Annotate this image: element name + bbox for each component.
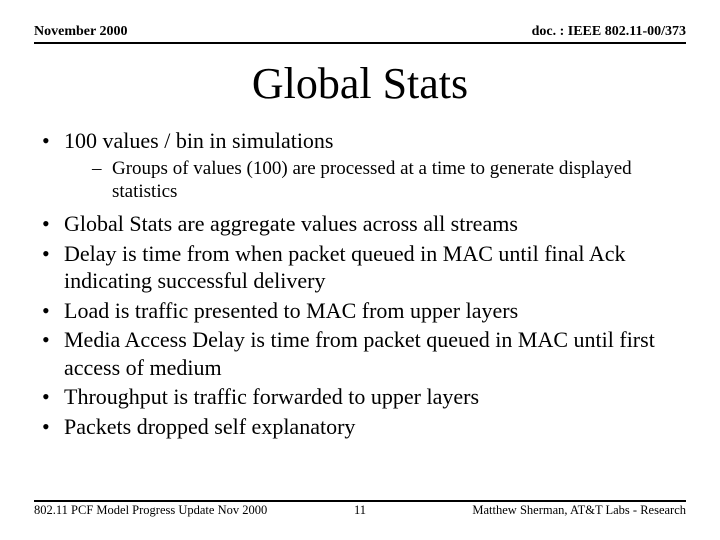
sub-bullet-item: Groups of values (100) are processed at … bbox=[92, 157, 686, 205]
bullet-text: Throughput is traffic forwarded to upper… bbox=[64, 384, 479, 409]
slide-footer: 802.11 PCF Model Progress Update Nov 200… bbox=[34, 500, 686, 518]
bullet-item: Media Access Delay is time from packet q… bbox=[34, 326, 686, 381]
bullet-text: Packets dropped self explanatory bbox=[64, 414, 355, 439]
slide-title: Global Stats bbox=[34, 58, 686, 109]
bullet-text: Global Stats are aggregate values across… bbox=[64, 211, 518, 236]
bullet-text: Load is traffic presented to MAC from up… bbox=[64, 298, 518, 323]
footer-left: 802.11 PCF Model Progress Update Nov 200… bbox=[34, 503, 267, 518]
bullet-text: Media Access Delay is time from packet q… bbox=[64, 327, 655, 380]
bullet-item: Delay is time from when packet queued in… bbox=[34, 240, 686, 295]
footer-author: Matthew Sherman, AT&T Labs - Research bbox=[472, 503, 686, 518]
bullet-item: Throughput is traffic forwarded to upper… bbox=[34, 383, 686, 411]
sub-bullet-text: Groups of values (100) are processed at … bbox=[112, 158, 632, 203]
bullet-text: 100 values / bin in simulations bbox=[64, 128, 334, 153]
header-doc-id: doc. : IEEE 802.11-00/373 bbox=[532, 24, 686, 40]
bullet-text: Delay is time from when packet queued in… bbox=[64, 241, 625, 294]
bullet-item: Packets dropped self explanatory bbox=[34, 413, 686, 441]
slide-body: 100 values / bin in simulations Groups o… bbox=[34, 127, 686, 440]
bullet-item: Global Stats are aggregate values across… bbox=[34, 210, 686, 238]
slide-header: November 2000 doc. : IEEE 802.11-00/373 bbox=[34, 24, 686, 44]
header-date: November 2000 bbox=[34, 24, 127, 40]
bullet-item: 100 values / bin in simulations Groups o… bbox=[34, 127, 686, 204]
bullet-item: Load is traffic presented to MAC from up… bbox=[34, 297, 686, 325]
